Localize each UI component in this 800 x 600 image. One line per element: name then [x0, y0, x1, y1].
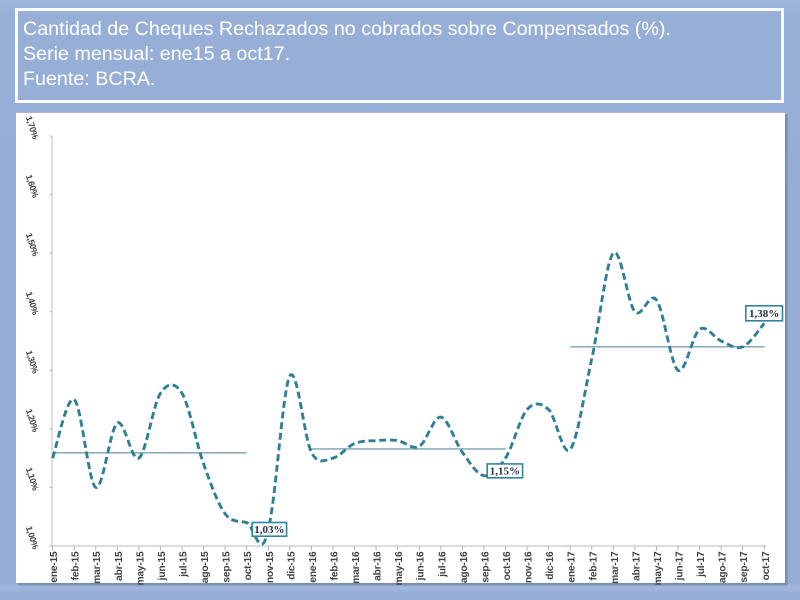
svg-text:jul-16: jul-16 — [437, 551, 448, 578]
svg-text:1,70%: 1,70% — [24, 115, 41, 141]
svg-text:ene-17: ene-17 — [567, 551, 578, 583]
svg-text:abr-17: abr-17 — [631, 551, 642, 581]
svg-text:1,03%: 1,03% — [254, 524, 284, 536]
svg-text:1,30%: 1,30% — [24, 349, 41, 375]
svg-text:abr-15: abr-15 — [114, 551, 125, 581]
svg-text:jun-17: jun-17 — [675, 551, 686, 581]
svg-text:dic-15: dic-15 — [286, 551, 297, 580]
svg-text:abr-16: abr-16 — [373, 551, 384, 581]
svg-text:nov-15: nov-15 — [265, 551, 276, 583]
svg-text:may-16: may-16 — [394, 551, 405, 585]
svg-text:sep-16: sep-16 — [480, 551, 491, 583]
svg-text:jul-15: jul-15 — [179, 551, 190, 578]
svg-text:oct-17: oct-17 — [761, 551, 772, 580]
svg-text:dic-16: dic-16 — [545, 551, 556, 580]
svg-text:sep-17: sep-17 — [739, 551, 750, 583]
svg-text:1,00%: 1,00% — [24, 525, 41, 551]
svg-text:ene-16: ene-16 — [308, 551, 319, 583]
svg-text:may-17: may-17 — [653, 551, 664, 585]
svg-text:jul-17: jul-17 — [696, 551, 707, 578]
svg-text:feb-15: feb-15 — [71, 551, 82, 580]
svg-text:mar-17: mar-17 — [610, 551, 621, 584]
svg-text:feb-16: feb-16 — [330, 551, 341, 580]
svg-text:mar-15: mar-15 — [92, 551, 103, 584]
svg-text:1,15%: 1,15% — [490, 465, 520, 477]
svg-text:1,50%: 1,50% — [24, 232, 41, 258]
svg-text:1,20%: 1,20% — [24, 408, 41, 434]
svg-text:nov-16: nov-16 — [524, 551, 535, 583]
svg-text:ago-16: ago-16 — [459, 551, 470, 583]
svg-text:oct-16: oct-16 — [502, 551, 513, 580]
svg-text:1,40%: 1,40% — [24, 290, 41, 316]
svg-text:feb-17: feb-17 — [588, 551, 599, 580]
svg-text:1,10%: 1,10% — [24, 466, 41, 492]
svg-text:ago-15: ago-15 — [200, 551, 211, 583]
svg-text:ago-17: ago-17 — [718, 551, 729, 583]
svg-text:sep-15: sep-15 — [222, 551, 233, 583]
svg-text:1,38%: 1,38% — [749, 308, 779, 320]
svg-text:jun-15: jun-15 — [157, 551, 168, 581]
svg-text:1,60%: 1,60% — [24, 173, 41, 199]
svg-text:oct-15: oct-15 — [243, 551, 254, 580]
svg-text:may-15: may-15 — [135, 551, 146, 585]
svg-text:ene-15: ene-15 — [49, 551, 60, 583]
svg-text:mar-16: mar-16 — [351, 551, 362, 584]
svg-text:jun-16: jun-16 — [416, 551, 427, 581]
